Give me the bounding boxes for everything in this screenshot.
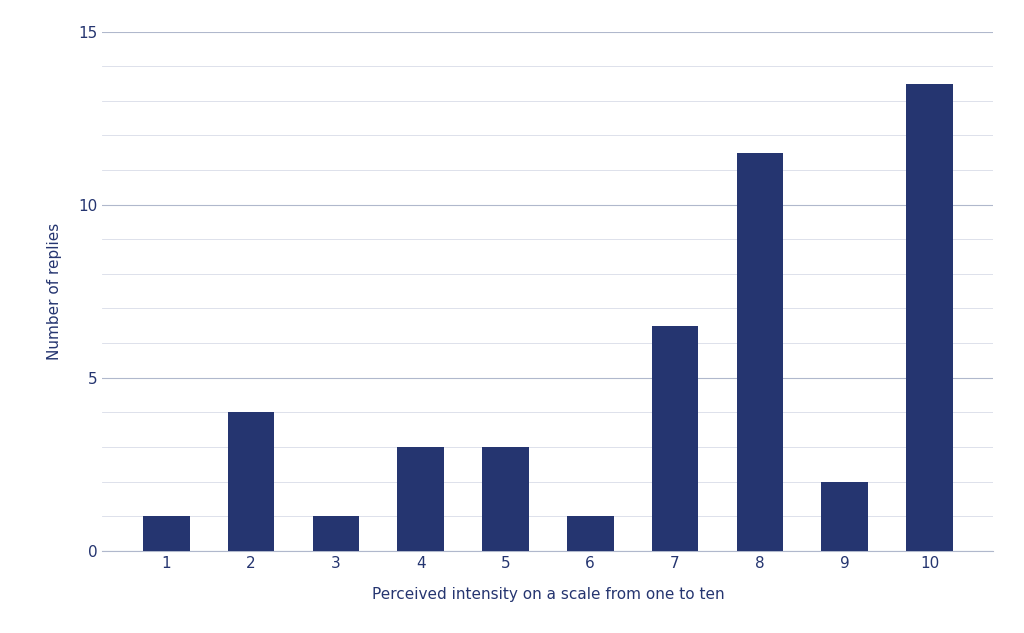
Bar	[482, 447, 528, 551]
Bar	[906, 84, 952, 551]
X-axis label: Perceived intensity on a scale from one to ten: Perceived intensity on a scale from one …	[372, 587, 724, 602]
Bar	[312, 516, 359, 551]
Bar	[227, 412, 274, 551]
Bar	[567, 516, 613, 551]
Y-axis label: Number of replies: Number of replies	[47, 223, 61, 360]
Bar	[397, 447, 444, 551]
Bar	[143, 516, 189, 551]
Bar	[821, 482, 868, 551]
Bar	[651, 326, 698, 551]
Bar	[736, 153, 783, 551]
